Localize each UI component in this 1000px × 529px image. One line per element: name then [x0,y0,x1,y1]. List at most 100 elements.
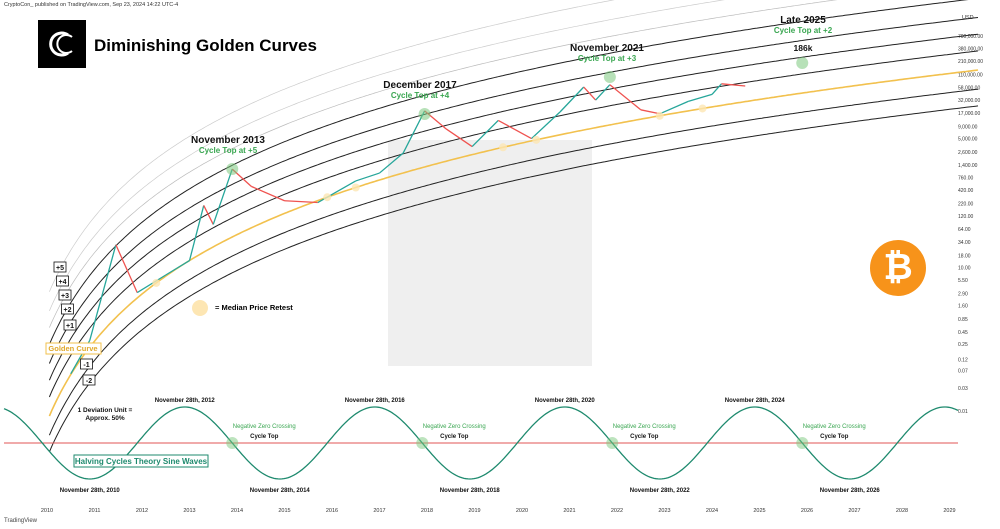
y-tick-label: 32,000.00 [958,98,980,104]
cycle-top-marker [226,163,239,175]
x-tick-label: 2024 [706,508,718,514]
zero-crossing-marker [796,437,809,449]
deviation-box [53,261,67,273]
deviation-box [80,358,93,370]
x-tick-label: 2013 [183,508,195,514]
x-tick-label: 2023 [658,508,670,514]
price-segment [721,83,746,87]
cc-logo-icon [49,31,73,57]
price-segment [250,185,285,202]
median-retest-marker [192,300,208,316]
x-tick-label: 2015 [278,508,290,514]
x-tick-label: 2017 [373,508,385,514]
sine-peak-label: November 28th, 2024 [725,398,786,404]
price-segment [497,119,532,140]
price-segment [284,200,318,204]
price-segment [203,205,214,225]
y-tick-label: 10.00 [958,266,971,272]
deviation-label: -1 [83,362,89,369]
median-retest-dot [152,278,161,287]
sine-trough-label: November 28th, 2014 [250,488,311,494]
x-tick-label: 2014 [231,508,243,514]
sine-trough-label: November 28th, 2026 [820,488,881,494]
price-segment [115,244,138,293]
median-retest-dot [323,193,332,202]
cycle-top-subtitle: Cycle Top at +2 [774,26,833,35]
x-tick-label: 2025 [753,508,765,514]
sine-label: Halving Cycles Theory Sine Waves [75,457,208,466]
price-segment [659,100,689,115]
sine-trough-label: November 28th, 2010 [60,488,121,494]
y-tick-label: 220.00 [958,201,974,207]
deviation-label: +5 [56,265,64,272]
y-tick-label: 9,000.00 [958,124,978,130]
bitcoin-icon: ₿ [870,240,926,296]
curve-band-9 [48,105,979,453]
sine-label-box [73,454,209,468]
golden-curve-label: Golden Curve [48,344,97,353]
cycle-top-label: Cycle Top [250,434,279,440]
price-segment [188,205,205,261]
y-tick-label: 58,000.00 [958,86,980,92]
x-tick-label: 2018 [421,508,433,514]
median-retest-dot [698,104,707,113]
sine-peak-label: November 28th, 2012 [155,398,216,404]
x-tick-label: 2016 [326,508,338,514]
price-segment [595,84,611,101]
deviation-note: Approx. 50% [85,415,125,422]
y-tick-label: 18.00 [958,253,971,259]
sine-peak-label: November 28th, 2016 [345,398,406,404]
curve-band-2 [49,0,838,328]
curve-band-5 [48,33,979,381]
zero-crossing-label: Negative Zero Crossing [803,424,866,430]
axis-unit-label: USD [962,15,974,21]
tradingview-brand: TradingView [4,518,38,524]
x-tick-label: 2010 [41,508,53,514]
y-tick-label: 1.60 [958,304,968,310]
cycle-top-title: November 2013 [191,135,265,146]
curve-band-8 [48,88,979,436]
cycle-top-label: Cycle Top [630,434,659,440]
price-segment [89,244,117,341]
x-tick-label: 2021 [563,508,575,514]
cycle-top-marker [603,71,616,83]
cycle-top-label: Cycle Top [440,434,469,440]
y-tick-label: 1,400.00 [958,163,978,169]
price-segment [583,86,597,101]
legend-median-retest: = Median Price Retest [215,303,293,312]
x-tick-label: 2028 [896,508,908,514]
x-tick-label: 2027 [848,508,860,514]
cycle-top-title: December 2017 [383,80,457,91]
deviation-box [63,319,77,331]
y-tick-label: 380,000.00 [958,47,983,53]
brand-logo [38,20,86,68]
y-tick-label: 0.12 [958,357,968,363]
y-tick-label: 760.00 [958,176,974,182]
deviation-label: +4 [59,279,67,286]
cycle-top-subtitle: Cycle Top at +5 [199,146,258,155]
cycle-top-projection: 186k [794,43,813,53]
price-segment [640,109,660,115]
y-tick-label: 34.00 [958,240,971,246]
price-segment [379,152,404,174]
median-retest-dot [655,111,664,120]
y-tick-label: 5.50 [958,278,968,284]
x-tick-label: 2020 [516,508,528,514]
y-tick-label: 64.00 [958,227,971,233]
price-segment [711,83,722,95]
curve-band-1 [49,0,726,312]
price-segment [559,86,585,113]
y-tick-label: 2.90 [958,291,968,297]
curve-band-3 [48,0,969,345]
y-tick-label: 0.25 [958,342,968,348]
page-title: Diminishing Golden Curves [94,36,317,55]
zero-crossing-marker [226,437,239,449]
x-tick-label: 2029 [943,508,955,514]
deviation-box [61,303,74,315]
x-tick-label: 2019 [468,508,480,514]
price-segment [136,274,167,294]
sine-trough-label: November 28th, 2022 [630,488,691,494]
y-tick-label: 0.01 [958,409,968,415]
deviation-label: +3 [61,293,69,300]
